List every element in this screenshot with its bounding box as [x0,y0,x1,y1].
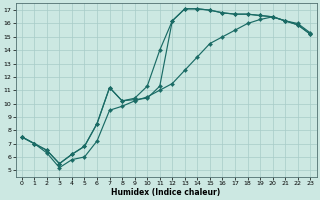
X-axis label: Humidex (Indice chaleur): Humidex (Indice chaleur) [111,188,221,197]
